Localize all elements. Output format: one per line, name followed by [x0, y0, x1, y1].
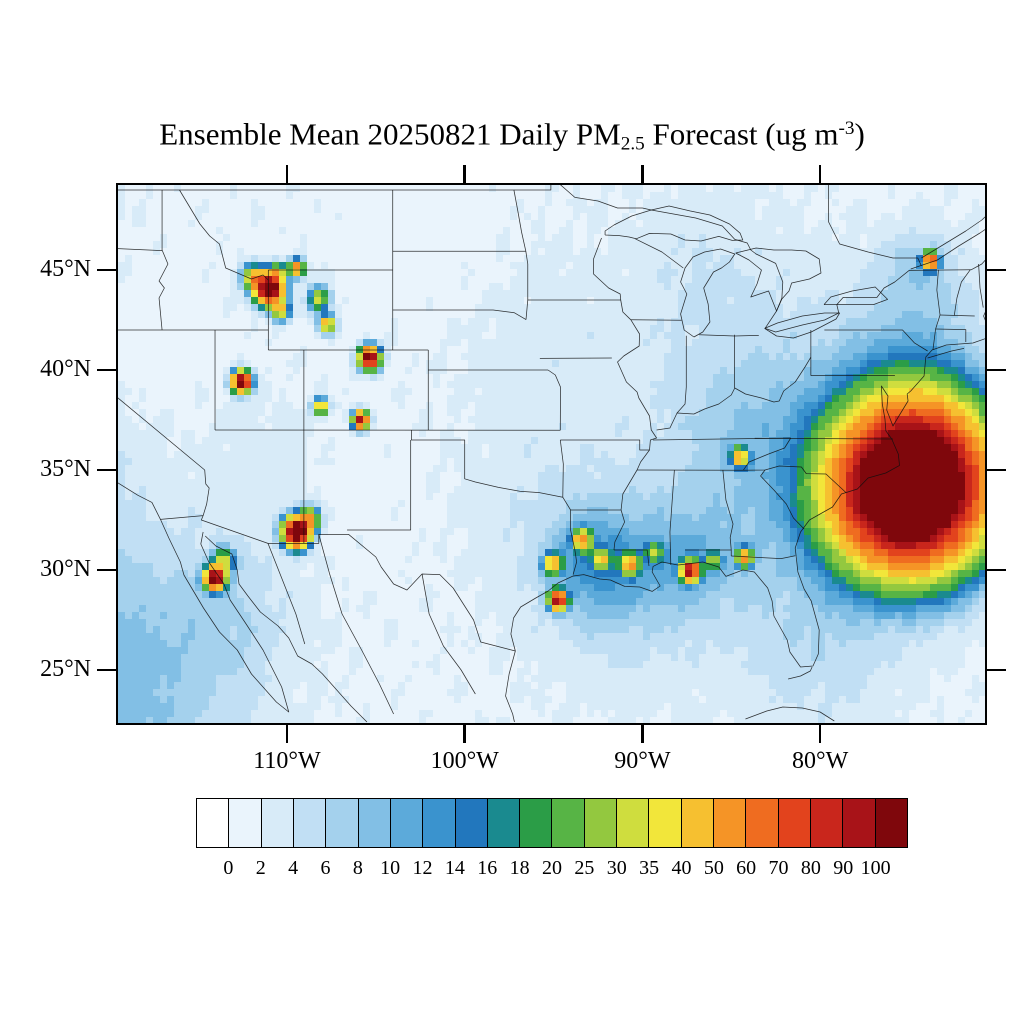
colorbar-tick-label: 100 [860, 857, 891, 879]
colorbar-tick-label: 35 [639, 857, 660, 879]
lon-tick [463, 723, 466, 743]
title-suffix: ) [854, 116, 865, 152]
colorbar-tick-label: 12 [412, 857, 433, 879]
lon-tick-top [641, 165, 644, 185]
lon-tick-label: 100°W [430, 748, 499, 774]
lat-tick [97, 668, 118, 672]
lat-tick [97, 368, 118, 372]
title-superscript: -3 [838, 118, 855, 139]
colorbar-cell [680, 798, 714, 848]
colorbar-cell [874, 798, 908, 848]
colorbar-cell [745, 798, 779, 848]
colorbar-labels: 0 2 4 6 8 10 12 14 16 18 20 25 30 35 40 50 60 70 80 90 100 [196, 856, 908, 882]
colorbar-cell [196, 798, 230, 848]
colorbar [196, 798, 908, 848]
colorbar-tick-label: 70 [768, 857, 789, 879]
lat-tick [97, 468, 118, 472]
chart-title: Ensemble Mean 20250821 Daily PM2.5 Forec… [0, 110, 1024, 163]
lat-tick-right [985, 668, 1006, 672]
colorbar-tick-label: 14 [444, 857, 465, 879]
colorbar-cell [486, 798, 521, 848]
colorbar-cell [842, 798, 876, 848]
colorbar-cell [616, 798, 650, 848]
colorbar-cell [519, 798, 553, 848]
lon-tick-label: 90°W [614, 748, 671, 774]
colorbar-cell [389, 798, 424, 848]
colorbar-cell [325, 798, 359, 848]
lat-tick [97, 568, 118, 572]
title-prefix: Ensemble Mean 20250821 Daily PM [159, 116, 621, 152]
colorbar-cell [551, 798, 585, 848]
colorbar-cell [422, 798, 456, 848]
lon-tick-top [463, 165, 466, 185]
title-subscript: 2.5 [620, 133, 645, 155]
colorbar-cell [260, 798, 294, 848]
colorbar-tick-label: 10 [380, 857, 401, 879]
colorbar-cell [583, 798, 618, 848]
lon-tick-label: 110°W [253, 748, 321, 774]
lat-tick-label: 30°N [40, 556, 91, 582]
lat-tick-label: 45°N [40, 256, 91, 282]
lat-tick-right [985, 468, 1006, 472]
colorbar-cell [357, 798, 391, 848]
lon-tick [285, 723, 289, 743]
colorbar-tick-label: 16 [477, 857, 498, 879]
lat-tick-label: 25°N [40, 656, 91, 682]
lon-tick [641, 723, 644, 743]
colorbar-tick-label: 18 [509, 857, 530, 879]
colorbar-tick-label: 4 [288, 857, 299, 879]
lat-tick-right [985, 568, 1006, 572]
colorbar-tick-label: 6 [320, 857, 331, 879]
map-plot-area [116, 183, 987, 725]
pm25-concentration-field-canvas [118, 185, 985, 723]
colorbar-tick-label: 80 [800, 857, 821, 879]
colorbar-tick-label: 0 [223, 857, 234, 879]
colorbar-tick-label: 30 [606, 857, 627, 879]
colorbar-cell [809, 798, 844, 848]
colorbar-tick-label: 90 [833, 857, 854, 879]
title-middle: Forecast (ug m [644, 116, 839, 152]
lat-tick-right [985, 268, 1006, 272]
colorbar-tick-label: 25 [574, 857, 595, 879]
colorbar-tick-label: 60 [736, 857, 757, 879]
colorbar-tick-label: 2 [255, 857, 266, 879]
lat-tick-right [985, 368, 1006, 372]
lon-tick-top [285, 165, 289, 185]
lat-tick-label: 40°N [40, 356, 91, 382]
colorbar-tick-label: 50 [703, 857, 724, 879]
lon-tick [818, 723, 822, 743]
lat-tick-label: 35°N [40, 456, 91, 482]
lon-tick-label: 80°W [791, 748, 849, 774]
colorbar-cell [454, 798, 488, 848]
colorbar-cell [713, 798, 747, 848]
colorbar-cell [228, 798, 262, 848]
colorbar-tick-label: 40 [671, 857, 692, 879]
colorbar-cell [777, 798, 811, 848]
colorbar-tick-label: 8 [352, 857, 363, 879]
colorbar-cell [648, 798, 682, 848]
lat-tick [97, 268, 118, 272]
lon-tick-top [818, 165, 822, 185]
colorbar-cell [292, 798, 327, 848]
colorbar-tick-label: 20 [542, 857, 562, 879]
